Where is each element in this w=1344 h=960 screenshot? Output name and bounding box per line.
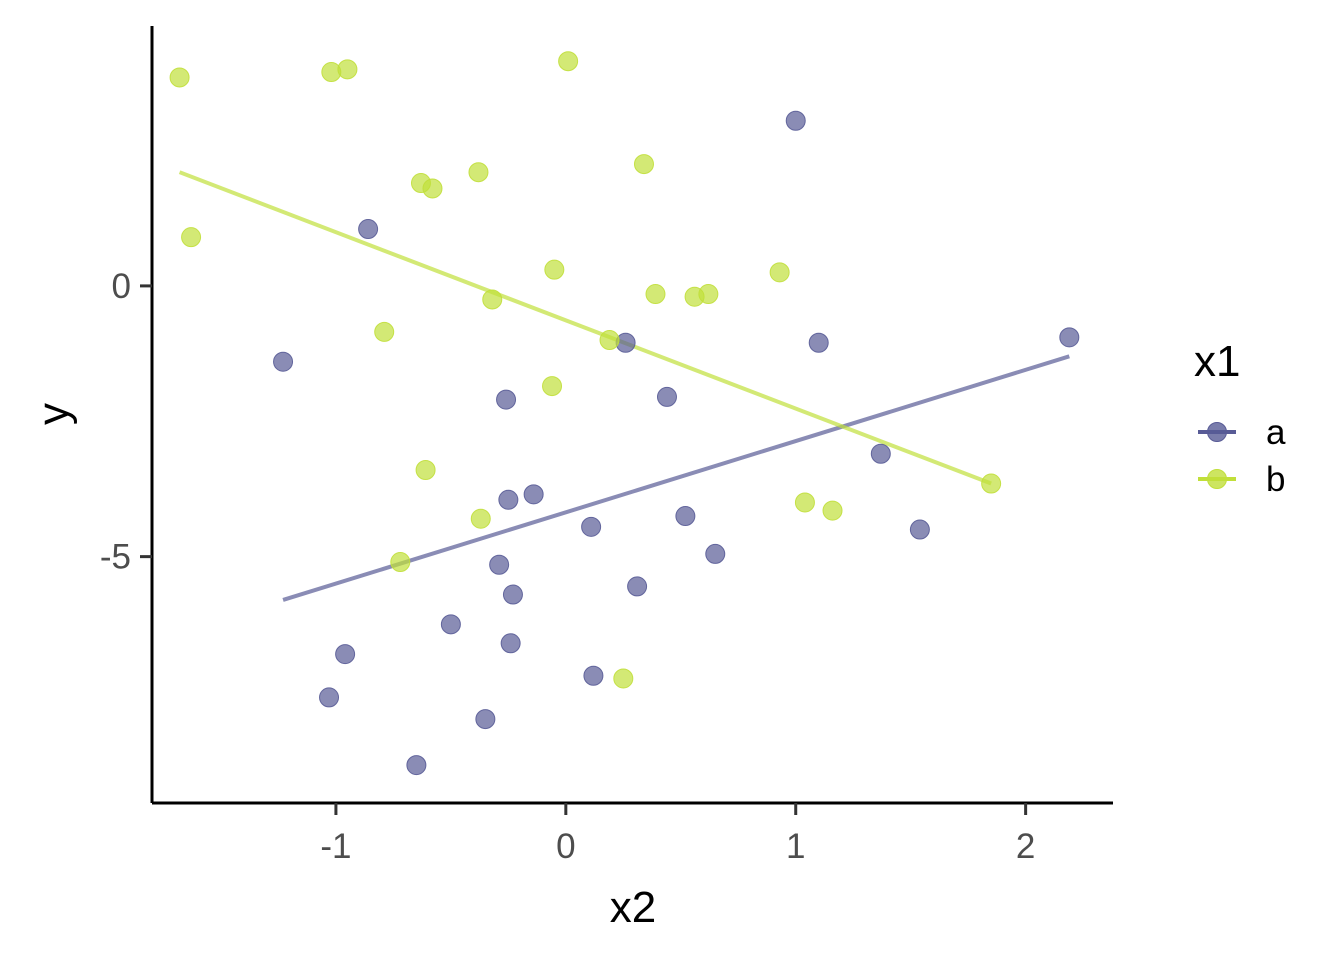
- point-b-3: [558, 51, 579, 72]
- point-a-13: [909, 519, 930, 540]
- point-a-4: [808, 332, 829, 353]
- legend: x1 ab: [1194, 337, 1286, 499]
- point-a-16: [502, 584, 523, 605]
- point-a-15: [489, 554, 510, 575]
- point-b-7: [422, 178, 443, 199]
- point-a-2: [1059, 327, 1080, 348]
- point-a-21: [583, 665, 604, 686]
- x-axis-label: x2: [610, 883, 656, 932]
- x-tick-label-2: 1: [786, 827, 805, 866]
- point-a-23: [475, 709, 496, 730]
- point-b-0: [169, 67, 190, 88]
- y-tick-label-1: 0: [112, 267, 131, 306]
- legend-title: x1: [1194, 337, 1240, 386]
- point-b-16: [599, 330, 620, 351]
- point-a-10: [523, 484, 544, 505]
- point-b-22: [981, 473, 1002, 494]
- point-b-24: [613, 668, 634, 689]
- point-a-18: [440, 614, 461, 635]
- point-a-5: [273, 351, 294, 372]
- legend-label-b: b: [1266, 460, 1285, 499]
- point-b-2: [337, 59, 358, 80]
- point-a-24: [406, 755, 427, 776]
- point-b-5: [468, 162, 489, 183]
- point-b-19: [794, 492, 815, 513]
- point-b-4: [633, 154, 654, 175]
- point-b-15: [374, 321, 395, 342]
- x-tick-label-3: 2: [1016, 827, 1035, 866]
- fit-line-b: [178, 170, 992, 486]
- point-a-14: [705, 543, 726, 564]
- y-tick-label-0: -5: [100, 538, 131, 577]
- point-a-7: [656, 386, 677, 407]
- legend-key-b: b: [1198, 460, 1285, 499]
- point-b-10: [769, 262, 790, 283]
- point-a-11: [581, 516, 602, 537]
- data-points: [169, 51, 1080, 776]
- x-tick-label-0: -1: [320, 827, 351, 866]
- point-b-21: [470, 508, 491, 529]
- point-a-8: [870, 443, 891, 464]
- fit-line-a: [282, 354, 1070, 602]
- point-a-1: [358, 219, 379, 240]
- point-b-23: [390, 552, 411, 573]
- point-b-17: [542, 376, 563, 397]
- y-axis-label: y: [29, 403, 78, 425]
- point-b-8: [181, 227, 202, 248]
- legend-point-b: [1207, 469, 1227, 489]
- legend-label-a: a: [1266, 413, 1286, 452]
- point-b-20: [822, 500, 843, 521]
- legend-point-a: [1207, 422, 1227, 442]
- point-b-9: [544, 259, 565, 280]
- point-a-6: [496, 389, 517, 410]
- y-axis-ticks: -5 0: [100, 267, 152, 577]
- point-a-22: [319, 687, 340, 708]
- point-a-12: [675, 506, 696, 527]
- point-a-20: [335, 644, 356, 665]
- x-tick-label-1: 0: [556, 827, 575, 866]
- point-a-19: [500, 633, 521, 654]
- point-b-14: [698, 284, 719, 305]
- point-b-11: [482, 289, 503, 310]
- point-b-18: [415, 460, 436, 480]
- point-a-0: [785, 110, 806, 131]
- point-a-9: [498, 489, 519, 510]
- legend-key-a: a: [1198, 413, 1286, 452]
- legend-keys: ab: [1198, 413, 1286, 499]
- x-axis-ticks: -1 0 1 2: [320, 803, 1035, 866]
- fit-lines: [178, 170, 1070, 602]
- point-a-17: [627, 576, 648, 597]
- point-b-12: [645, 284, 666, 305]
